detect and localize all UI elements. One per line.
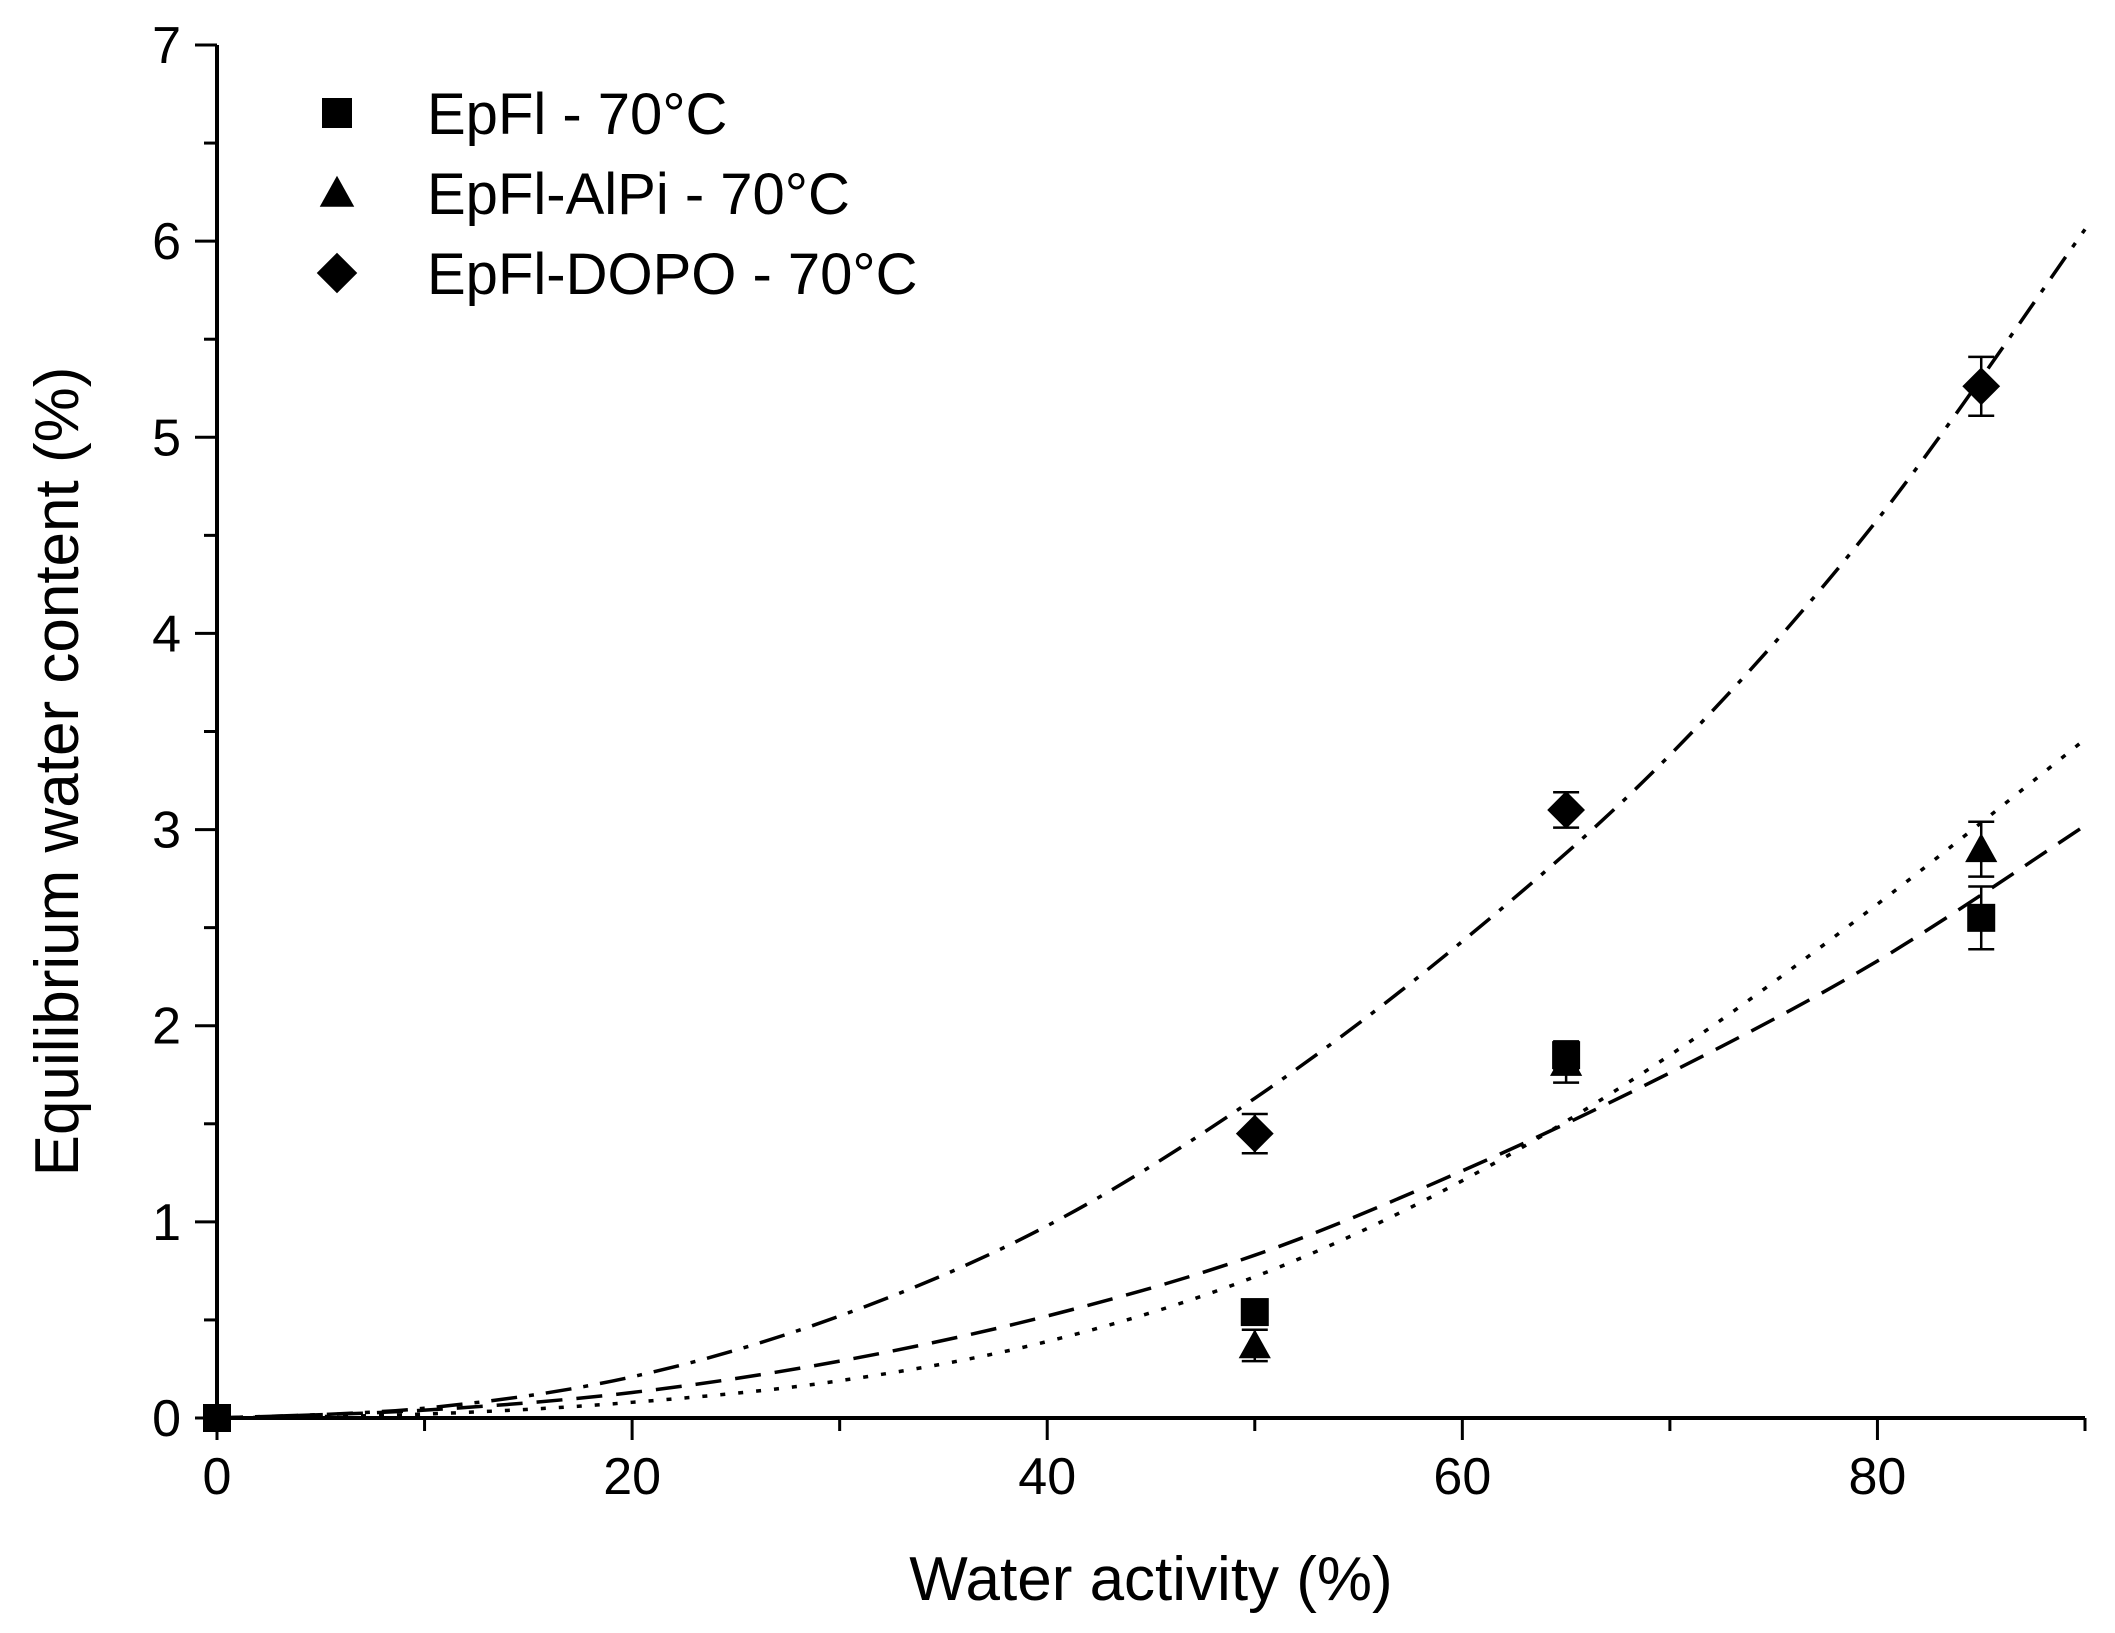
fit-curve-dash-dot — [216, 228, 2087, 1420]
legend-label: EpFl-DOPO - 70°C — [427, 242, 918, 307]
y-tick-label: 2 — [152, 998, 181, 1056]
x-tick-label: 60 — [1433, 1448, 1491, 1506]
x-tick-label: 80 — [1849, 1448, 1907, 1506]
legend-marker-diamond — [316, 252, 358, 294]
x-tick-label: 0 — [203, 1448, 232, 1506]
y-tick-label: 0 — [152, 1390, 181, 1448]
data-point-triangle — [1238, 1329, 1271, 1359]
data-markers — [203, 355, 2001, 1432]
y-tick-label: 7 — [152, 17, 181, 75]
data-point-square — [1240, 1298, 1269, 1327]
data-point-triangle — [1965, 833, 1998, 863]
fit-curve-dashed — [216, 824, 2086, 1420]
data-point-diamond — [1235, 1114, 1274, 1153]
fit-curves — [216, 228, 2087, 1420]
legend-label: EpFl - 70°C — [427, 82, 727, 147]
x-axis-title: Water activity (%) — [909, 1545, 1392, 1614]
y-axis-title: Equilibrium water content (%) — [23, 367, 92, 1177]
data-point-diamond — [1547, 791, 1586, 829]
x-tick-label: 40 — [1018, 1448, 1076, 1506]
y-tick-label: 3 — [152, 802, 181, 860]
y-tick-label: 5 — [152, 409, 181, 467]
legend: EpFl - 70°C EpFl-AlPi - 70°C EpFl-DOPO - 7… — [316, 82, 918, 307]
axes: 0 20 40 60 80 0 1 2 3 4 5 6 7 — [152, 17, 2087, 1506]
fit-curve-dotted — [216, 737, 2087, 1420]
y-tick-label: 4 — [152, 605, 181, 663]
legend-marker-triangle — [319, 175, 355, 207]
data-point-triangle — [1550, 1046, 1583, 1076]
y-tick-label: 6 — [152, 213, 181, 271]
y-tick-label: 1 — [152, 1194, 181, 1252]
legend-marker-square — [322, 98, 352, 128]
data-point-square — [1967, 903, 1996, 932]
data-point-square — [203, 1404, 231, 1432]
legend-label: EpFl-AlPi - 70°C — [427, 162, 850, 227]
data-point-diamond — [1962, 367, 2001, 406]
x-tick-label: 20 — [603, 1448, 661, 1506]
